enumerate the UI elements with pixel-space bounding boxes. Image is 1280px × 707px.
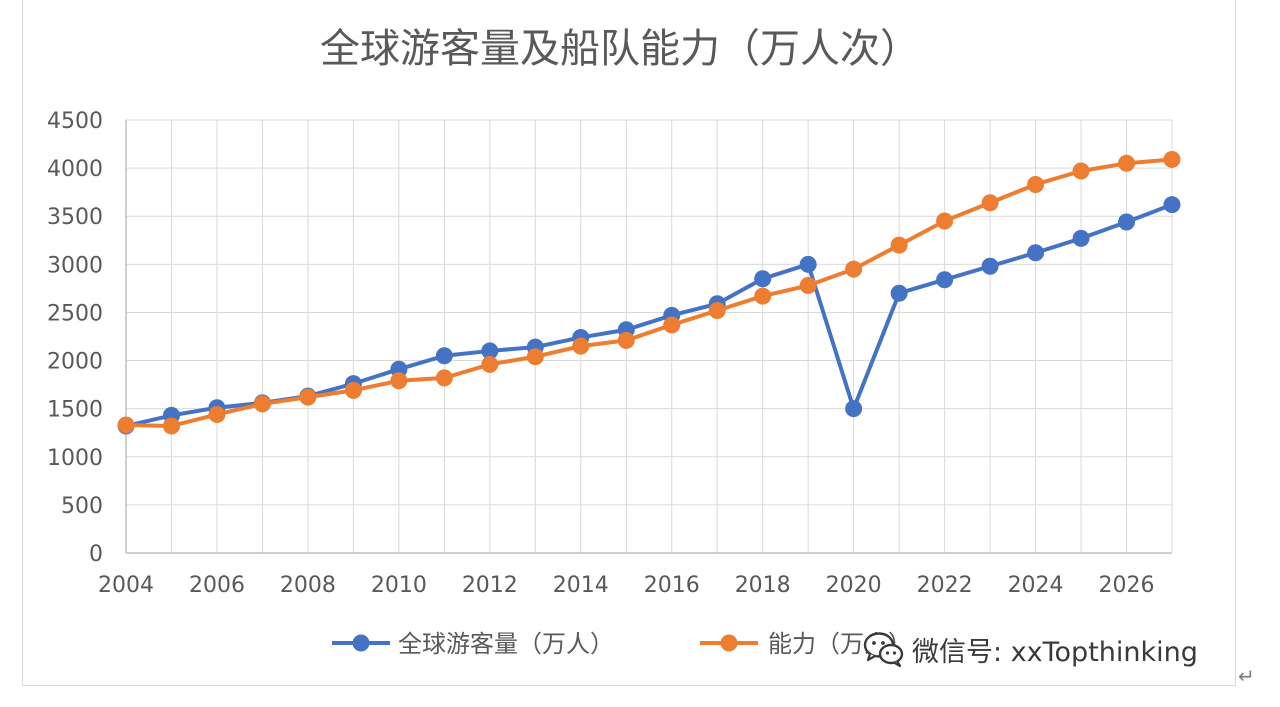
series-2 [117,150,1181,435]
data-point [708,302,726,320]
x-tick-label: 2026 [1099,573,1155,598]
x-tick-label: 2004 [98,573,154,598]
data-point [663,316,681,334]
y-tick-label: 2000 [47,350,103,375]
series-line [125,157,1173,428]
data-point [572,337,590,355]
data-point [1072,229,1090,247]
chart-frame [22,0,1236,686]
y-tick-label: 1000 [47,446,103,471]
x-tick-label: 2010 [371,573,427,598]
y-tick-label: 4500 [47,109,103,134]
y-tick-label: 3000 [47,253,103,278]
data-point [890,284,908,302]
y-tick-label: 1500 [47,398,103,423]
data-point [526,348,544,366]
x-tick-label: 2018 [735,573,791,598]
y-tick-label: 4000 [47,157,103,182]
x-tick-label: 2022 [917,573,973,598]
data-point [435,347,453,365]
data-point [981,257,999,275]
x-tick-label: 2014 [553,573,609,598]
y-tick-label: 0 [89,542,103,567]
data-point [799,277,817,295]
x-tick-label: 2024 [1008,573,1064,598]
grid [126,119,1173,553]
wechat-icon [863,632,904,668]
series-line [125,202,1173,428]
data-point [981,194,999,212]
chart-title: 全球游客量及船队能力（万人次） [320,26,920,72]
data-point [936,212,954,230]
y-tick-label: 500 [61,494,103,519]
data-point [481,355,499,373]
data-point [208,405,226,423]
data-point [617,331,635,349]
legend: 全球游客量（万人） 能力（万人） [332,630,912,658]
data-point [754,287,772,305]
watermark: 微信号: xxTopthinking [862,627,1198,671]
series [117,150,1181,435]
data-point [845,260,863,278]
legend-marker [720,634,738,652]
x-tick-label: 2012 [462,573,518,598]
series-1 [117,196,1181,435]
data-point [890,236,908,254]
data-point [162,417,180,435]
x-tick-label: 2016 [644,573,700,598]
data-point [1027,244,1045,262]
data-point [799,255,817,273]
data-point [344,381,362,399]
data-point [1163,150,1181,168]
x-tick-label: 2020 [826,573,882,598]
data-point [754,270,772,288]
legend-item-1: 全球游客量（万人） [332,630,614,658]
data-point [435,369,453,387]
legend-label: 全球游客量（万人） [398,630,614,658]
x-tick-label: 2006 [189,573,245,598]
data-point [390,372,408,390]
data-point [253,395,271,413]
y-tick-label: 3500 [47,205,103,230]
watermark-text: 微信号: xxTopthinking [912,636,1198,668]
y-tick-label: 2500 [47,301,103,326]
data-point [481,342,499,360]
paragraph-return-mark: ↵ [1238,664,1255,688]
data-point [1118,154,1136,172]
data-point [117,416,135,434]
data-point [1118,213,1136,231]
data-point [1072,162,1090,180]
data-point [845,400,863,418]
data-point [1027,175,1045,193]
x-tick-label: 2008 [280,573,336,598]
data-point [299,388,317,406]
data-point [1163,196,1181,214]
axes: 0 500 1000 1500 2000 2500 3000 3500 4000 4500 2004… [47,109,1172,598]
legend-marker [352,634,370,652]
data-point [936,271,954,289]
